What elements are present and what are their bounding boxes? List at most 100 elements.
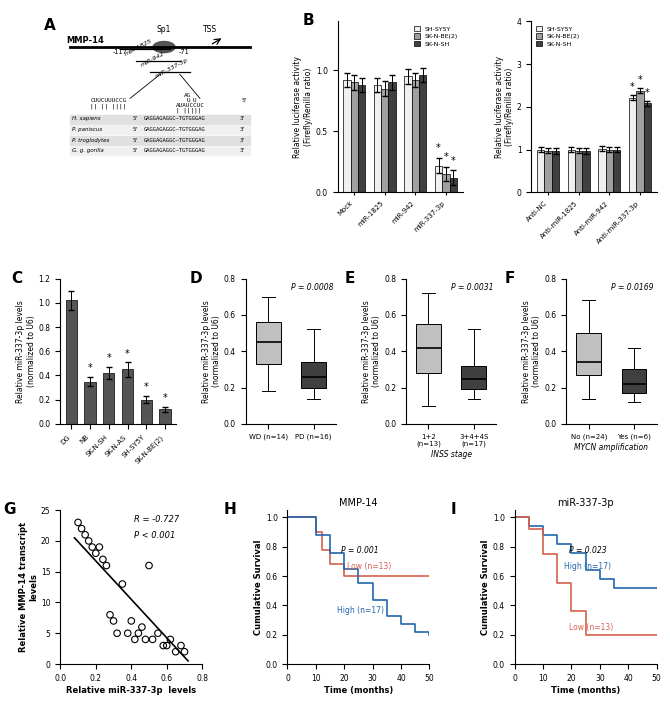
Text: GAGGAGAGGC—TGTGGGAG: GAGGAGAGGC—TGTGGGAG	[144, 116, 206, 121]
Bar	[419, 75, 426, 192]
Ellipse shape	[153, 41, 175, 53]
Bar	[66, 301, 77, 424]
Text: 5': 5'	[132, 127, 137, 132]
Text: *: *	[88, 363, 92, 373]
PathPatch shape	[462, 366, 486, 389]
Bar	[159, 409, 171, 424]
Text: P = 0.0008: P = 0.0008	[291, 283, 334, 292]
Legend: SH-SY5Y, SK-N-BE(2), SK-N-SH: SH-SY5Y, SK-N-BE(2), SK-N-SH	[535, 24, 582, 48]
Text: High (n=17): High (n=17)	[564, 562, 611, 570]
Y-axis label: Relative MMP-14 transcript
levels: Relative MMP-14 transcript levels	[19, 522, 38, 652]
Point	[117, 578, 128, 590]
Title: miR-337-3p: miR-337-3p	[557, 498, 614, 508]
Bar	[598, 149, 606, 192]
Text: CUUCUUUCCG: CUUCUUUCCG	[90, 99, 127, 104]
Y-axis label: Cumulative Survival: Cumulative Survival	[481, 539, 490, 635]
Text: AG: AG	[184, 94, 191, 99]
Bar	[70, 126, 250, 134]
Bar	[636, 91, 644, 192]
Y-axis label: Relative luciferase activity
(Firefly/Renilla ratio): Relative luciferase activity (Firefly/Re…	[293, 56, 313, 158]
Point	[170, 646, 181, 658]
Text: *: *	[436, 144, 441, 154]
Text: D: D	[190, 271, 202, 286]
Bar	[644, 104, 651, 192]
Text: *: *	[630, 82, 635, 92]
Point	[126, 615, 137, 627]
Text: P. paniscus: P. paniscus	[72, 127, 103, 132]
Bar	[545, 151, 552, 192]
Bar	[613, 150, 620, 192]
Bar	[552, 151, 559, 192]
Point	[108, 615, 119, 627]
PathPatch shape	[301, 362, 326, 388]
Bar	[405, 76, 411, 192]
Bar	[450, 178, 457, 192]
Text: *: *	[107, 353, 111, 363]
Y-axis label: Relative miR-337-3p levels
(normalized to U6): Relative miR-337-3p levels (normalized t…	[522, 300, 541, 403]
Text: P < 0.001: P < 0.001	[134, 531, 176, 540]
Bar	[606, 150, 613, 192]
Point	[140, 634, 151, 645]
Bar	[435, 166, 442, 192]
Y-axis label: Relative luciferase activity
(Firefly/Renilla ratio): Relative luciferase activity (Firefly/Re…	[494, 56, 514, 158]
Text: MMP-14: MMP-14	[66, 36, 104, 45]
Text: miR-1825: miR-1825	[124, 38, 153, 56]
X-axis label: MYCN amplification: MYCN amplification	[574, 443, 649, 452]
Point	[98, 553, 109, 565]
Text: | |||||: | |||||	[176, 108, 202, 113]
Bar	[537, 150, 545, 192]
Point	[133, 628, 144, 639]
Point	[147, 634, 158, 645]
Text: AUAUCCUC: AUAUCCUC	[176, 103, 205, 108]
Text: High (n=17): High (n=17)	[337, 606, 384, 615]
Text: *: *	[125, 348, 130, 358]
Point	[143, 560, 154, 571]
Text: 5': 5'	[132, 149, 137, 154]
Point	[158, 640, 169, 651]
Text: H. sapiens: H. sapiens	[72, 116, 101, 121]
X-axis label: Relative miR-337-3p  levels: Relative miR-337-3p levels	[66, 685, 196, 695]
Y-axis label: Relative miR-337-3p levels
(normalized to U6): Relative miR-337-3p levels (normalized t…	[16, 300, 36, 403]
Text: 5': 5'	[132, 138, 137, 143]
Bar	[381, 89, 389, 192]
Bar	[141, 400, 152, 424]
Text: A: A	[44, 18, 56, 33]
Point	[137, 621, 147, 633]
Text: *: *	[444, 152, 448, 162]
Text: *: *	[638, 75, 643, 85]
Point	[87, 541, 98, 553]
Bar	[358, 85, 365, 192]
Point	[83, 536, 94, 547]
X-axis label: Time (months): Time (months)	[551, 685, 620, 695]
Bar	[567, 150, 575, 192]
Text: miR-942: miR-942	[140, 51, 165, 68]
Bar	[629, 98, 636, 192]
Point	[129, 634, 140, 645]
Text: E: E	[344, 271, 354, 286]
Point	[161, 640, 172, 651]
Text: -71: -71	[179, 49, 190, 55]
Text: GAGGAGAGGC—TGTGGGAG: GAGGAGAGGC—TGTGGGAG	[144, 149, 206, 154]
Point	[94, 541, 105, 553]
Text: || || ||||: || || ||||	[90, 104, 127, 109]
Text: 3': 3'	[240, 116, 245, 121]
Text: G: G	[3, 503, 16, 518]
Text: G. g. gorilla: G. g. gorilla	[72, 149, 104, 154]
Bar	[343, 80, 350, 192]
Text: Sp1: Sp1	[157, 25, 172, 34]
Text: 5': 5'	[132, 116, 137, 121]
Bar	[70, 115, 250, 124]
Bar	[122, 369, 133, 424]
Text: H: H	[224, 503, 237, 518]
Text: Low (n=13): Low (n=13)	[569, 623, 613, 632]
Y-axis label: Relative miR-337-3p levels
(normalized to U6): Relative miR-337-3p levels (normalized t…	[202, 300, 221, 403]
Text: P = 0.0031: P = 0.0031	[451, 283, 494, 292]
Point	[179, 646, 190, 658]
PathPatch shape	[622, 369, 647, 393]
Bar	[103, 373, 115, 424]
Bar	[350, 83, 358, 192]
Bar	[70, 136, 250, 145]
Text: P = 0.023: P = 0.023	[569, 546, 606, 555]
Point	[105, 609, 115, 620]
Point	[176, 640, 186, 651]
